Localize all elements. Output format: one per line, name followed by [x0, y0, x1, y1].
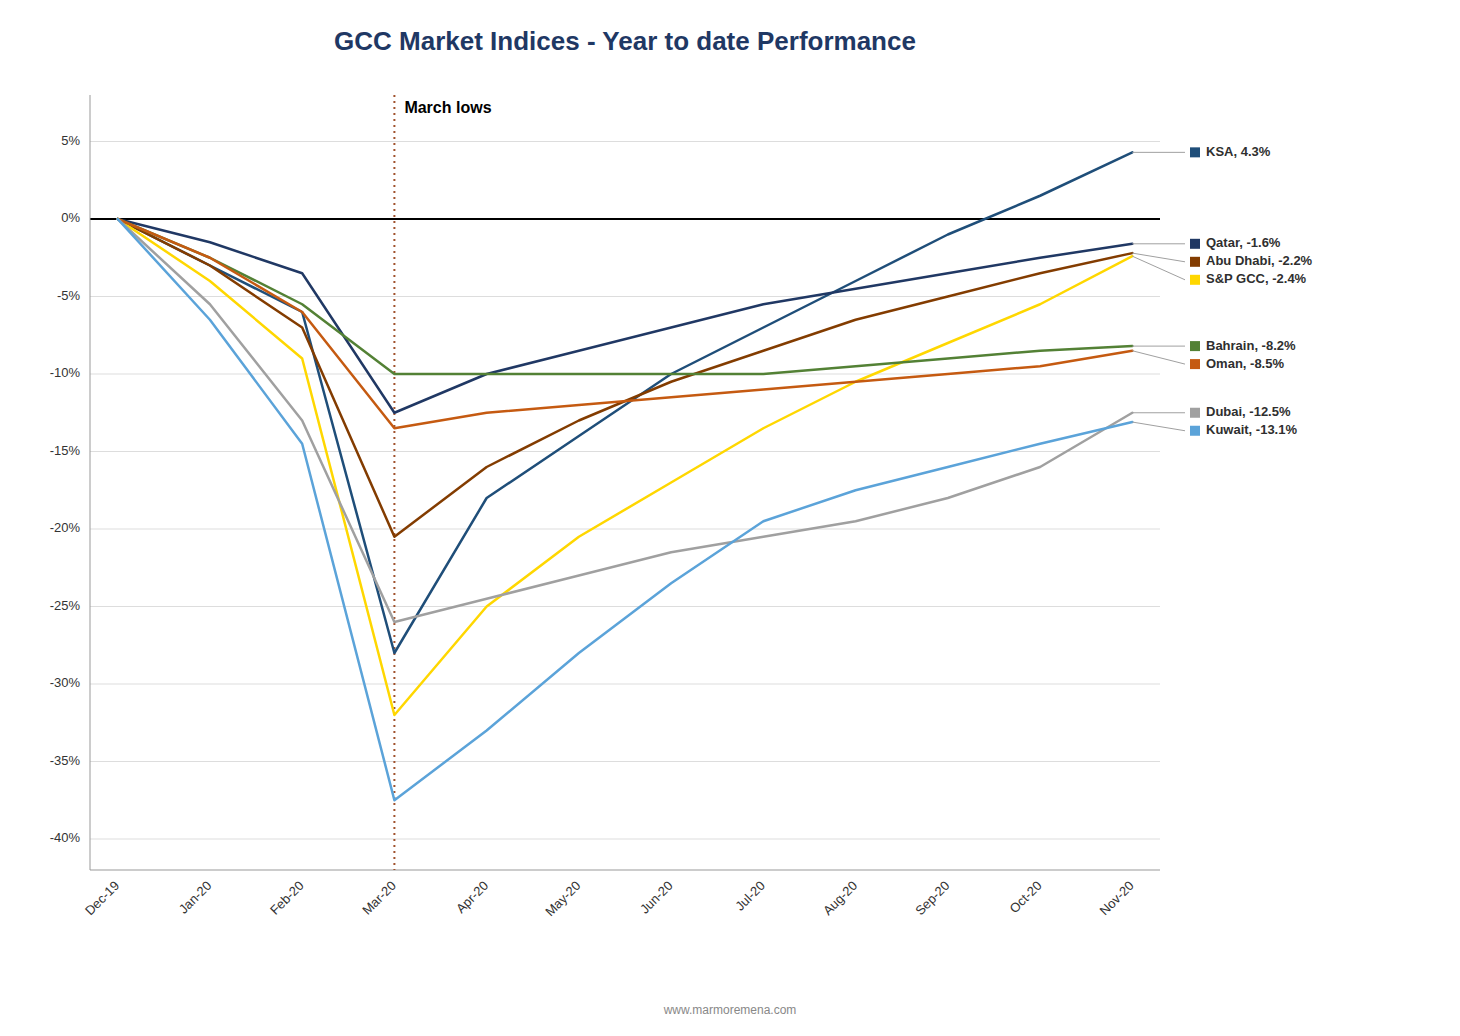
- x-tick-label: Dec-19: [82, 878, 122, 918]
- legend-label: Dubai, -12.5%: [1206, 404, 1291, 419]
- grid-line: [90, 296, 1160, 297]
- grid-line: [90, 839, 1160, 840]
- x-tick-label: Nov-20: [1097, 878, 1137, 918]
- chart: GCC Market Indices - Year to date Perfor…: [0, 0, 1460, 1036]
- x-tick-label: Oct-20: [1006, 878, 1044, 916]
- zero-line: [90, 218, 1160, 220]
- label-connector: [1132, 243, 1185, 244]
- label-connector: [1132, 253, 1185, 262]
- series-line: [118, 219, 1133, 800]
- series-line: [118, 219, 1133, 374]
- legend-label: Kuwait, -13.1%: [1206, 422, 1297, 437]
- legend-label: S&P GCC, -2.4%: [1206, 271, 1307, 286]
- grid-line: [90, 529, 1160, 530]
- series-line: [118, 219, 1133, 413]
- legend-swatch: [1190, 257, 1200, 267]
- legend-label: Oman, -8.5%: [1206, 356, 1284, 371]
- legend-swatch: [1190, 359, 1200, 369]
- grid-line: [90, 451, 1160, 452]
- series-line: [118, 219, 1133, 622]
- y-tick-label: -5%: [57, 288, 81, 303]
- x-tick-label: May-20: [542, 878, 583, 919]
- annotation-line: [393, 95, 395, 870]
- legend-swatch: [1190, 426, 1200, 436]
- x-tick-label: Sep-20: [912, 878, 952, 918]
- y-tick-label: -20%: [50, 520, 81, 535]
- x-tick-label: Mar-20: [359, 878, 399, 918]
- y-tick-label: -40%: [50, 830, 81, 845]
- label-connector: [1132, 422, 1185, 431]
- x-tick-label: Apr-20: [453, 878, 491, 916]
- label-connector: [1132, 412, 1185, 413]
- legend-swatch: [1190, 239, 1200, 249]
- label-connector: [1132, 256, 1185, 280]
- y-tick-label: -35%: [50, 753, 81, 768]
- x-tick-label: Jun-20: [637, 878, 676, 917]
- x-axis: [90, 870, 1160, 871]
- y-tick-label: 0%: [61, 210, 80, 225]
- y-tick-label: 5%: [61, 133, 80, 148]
- legend-label: Abu Dhabi, -2.2%: [1206, 253, 1313, 268]
- grid-line: [90, 761, 1160, 762]
- grid-line: [90, 684, 1160, 685]
- x-tick-label: Aug-20: [820, 878, 860, 918]
- y-tick-label: -30%: [50, 675, 81, 690]
- label-connector: [1132, 346, 1185, 347]
- source: www.marmoremena.com: [663, 1003, 797, 1017]
- label-connector: [1132, 351, 1185, 364]
- legend-label: KSA, 4.3%: [1206, 144, 1271, 159]
- grid: [90, 142, 1160, 840]
- x-tick-label: Feb-20: [267, 878, 307, 918]
- y-tick-label: -10%: [50, 365, 81, 380]
- x-tick-label: Jan-20: [176, 878, 215, 917]
- grid-line: [90, 606, 1160, 607]
- title: GCC Market Indices - Year to date Perfor…: [334, 26, 916, 56]
- series-line: [118, 219, 1133, 428]
- grid-line: [90, 141, 1160, 142]
- y-axis: [90, 95, 91, 870]
- legend-label: Qatar, -1.6%: [1206, 235, 1281, 250]
- legend-swatch: [1190, 341, 1200, 351]
- y-tick-label: -15%: [50, 443, 81, 458]
- y-tick-label: -25%: [50, 598, 81, 613]
- series-line: [118, 152, 1133, 653]
- label-connector: [1132, 152, 1185, 153]
- x-tick-label: Jul-20: [732, 878, 768, 914]
- legend-swatch: [1190, 275, 1200, 285]
- legend-swatch: [1190, 408, 1200, 418]
- series-line: [118, 219, 1133, 715]
- annotation: March lows: [404, 99, 491, 116]
- legend-swatch: [1190, 147, 1200, 157]
- lines: [118, 152, 1133, 800]
- legend-label: Bahrain, -8.2%: [1206, 338, 1296, 353]
